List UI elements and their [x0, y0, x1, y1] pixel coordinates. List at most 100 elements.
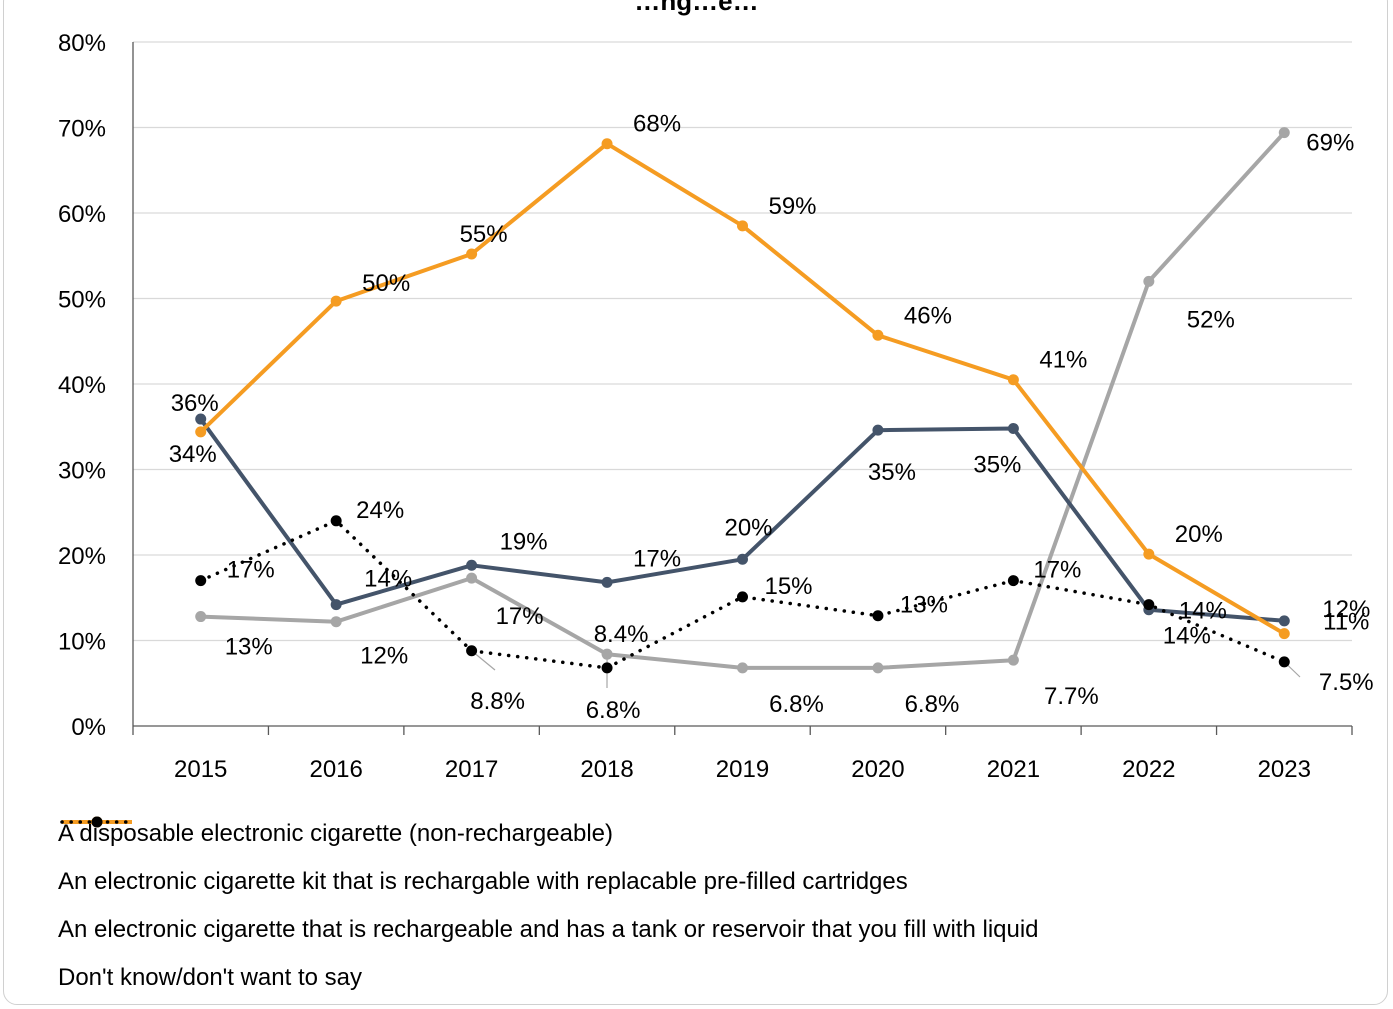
x-tick-label: 2020 [851, 756, 904, 783]
data-point [737, 220, 748, 232]
data-label: 11% [1323, 609, 1369, 636]
x-tick-label: 2022 [1122, 756, 1175, 783]
data-label: 52% [1187, 306, 1235, 333]
data-label: 35% [868, 459, 916, 486]
data-point [872, 610, 884, 622]
data-labels: 13% 12% 17% 8.4% 6.8% 6.8% 7.7% 52% 69% 36% 14% 19%… [169, 111, 1374, 724]
data-label: 46% [904, 302, 952, 329]
gridlines [133, 41, 1352, 642]
data-label: 20% [724, 514, 772, 541]
chart-title-partial: …ng…e… [634, 0, 759, 16]
data-label: 13% [225, 634, 273, 661]
data-label: 12% [360, 643, 408, 670]
y-tick-label: 70% [58, 116, 106, 143]
data-label: 14% [1163, 623, 1211, 650]
data-label: 8.4% [594, 621, 649, 648]
data-label: 13% [900, 592, 948, 619]
data-point [1143, 275, 1155, 287]
data-label: 7.7% [1044, 683, 1099, 710]
legend-swatch [60, 816, 134, 828]
data-label: 34% [169, 441, 217, 468]
data-point [195, 575, 207, 587]
data-point [195, 426, 207, 438]
data-point [872, 424, 884, 436]
data-label: 69% [1306, 130, 1354, 157]
data-point [872, 329, 884, 341]
x-tick-label: 2019 [716, 756, 769, 783]
data-point [737, 591, 748, 603]
data-point [1007, 654, 1019, 666]
data-point [1278, 628, 1290, 640]
data-point [1143, 599, 1155, 611]
data-label: 35% [973, 451, 1021, 478]
data-point [466, 572, 478, 584]
data-point [1007, 374, 1019, 386]
x-tick-label: 2015 [174, 756, 227, 783]
data-point [330, 616, 342, 628]
y-axis-ticks: 0% 10% 20% 30% 40% 50% 60% 70% 80% [58, 30, 106, 741]
data-label: 7.5% [1319, 669, 1374, 696]
data-label: 17% [1033, 557, 1081, 584]
data-point [601, 576, 613, 588]
data-point [1278, 615, 1290, 627]
y-tick-label: 0% [71, 714, 106, 741]
line-chart: 0% 10% 20% 30% 40% 50% 60% 70% 80% 2015 2016 2017 2… [58, 30, 1374, 783]
legend-label: A disposable electronic cigarette (non-r… [58, 820, 613, 847]
data-label: 17% [633, 545, 681, 572]
x-tick-label: 2021 [987, 756, 1040, 783]
data-point [1143, 548, 1155, 560]
data-label: 6.8% [769, 691, 824, 718]
data-point [330, 515, 342, 527]
data-point [601, 138, 613, 150]
y-tick-label: 30% [58, 458, 106, 485]
data-label: 17% [496, 603, 544, 630]
legend-label: An electronic cigarette kit that is rech… [58, 868, 908, 895]
data-point [330, 599, 342, 611]
legend-label: An electronic cigarette that is recharge… [58, 916, 1039, 943]
data-label: 8.8% [470, 688, 525, 715]
data-point [601, 648, 613, 660]
x-tick-label: 2016 [309, 756, 362, 783]
data-point [601, 662, 613, 674]
data-label: 17% [227, 557, 275, 584]
y-tick-label: 10% [58, 629, 106, 656]
y-tick-label: 20% [58, 543, 106, 570]
series-points [195, 127, 1290, 674]
data-label: 6.8% [586, 697, 641, 724]
data-label: 55% [460, 221, 508, 248]
data-point [1278, 656, 1290, 668]
y-tick-label: 40% [58, 372, 106, 399]
legend-item: An electronic cigarette kit that is rech… [58, 816, 1039, 906]
data-label: 12% [1322, 596, 1370, 623]
y-tick-label: 50% [58, 287, 106, 314]
data-label: 41% [1039, 347, 1087, 374]
data-point [1007, 575, 1019, 587]
data-point [737, 553, 748, 565]
axes [132, 42, 1353, 735]
data-point [737, 662, 748, 674]
data-point [1007, 422, 1019, 434]
data-label: 19% [500, 528, 548, 555]
x-tick-label: 2018 [580, 756, 633, 783]
data-point [195, 611, 207, 623]
y-tick-label: 60% [58, 201, 106, 228]
data-label: 24% [356, 497, 404, 524]
data-point [330, 295, 342, 307]
data-label: 14% [364, 566, 412, 593]
data-point [466, 248, 478, 260]
data-label: 68% [633, 111, 681, 138]
x-tick-label: 2017 [445, 756, 498, 783]
data-label: 59% [768, 193, 816, 220]
legend-label: Don't know/don't want to say [58, 964, 362, 991]
data-point [195, 413, 207, 425]
data-label: 50% [362, 270, 410, 297]
legend-item: Don't know/don't want to say [58, 816, 1039, 1002]
series-line-4 [198, 519, 1287, 670]
data-label: 6.8% [905, 691, 960, 718]
data-label: 15% [764, 573, 812, 600]
data-label: 20% [1175, 521, 1223, 548]
legend: A disposable electronic cigarette (non-r… [58, 810, 1039, 1002]
data-point [466, 645, 478, 657]
data-point [872, 662, 884, 674]
y-tick-label: 80% [58, 30, 106, 57]
